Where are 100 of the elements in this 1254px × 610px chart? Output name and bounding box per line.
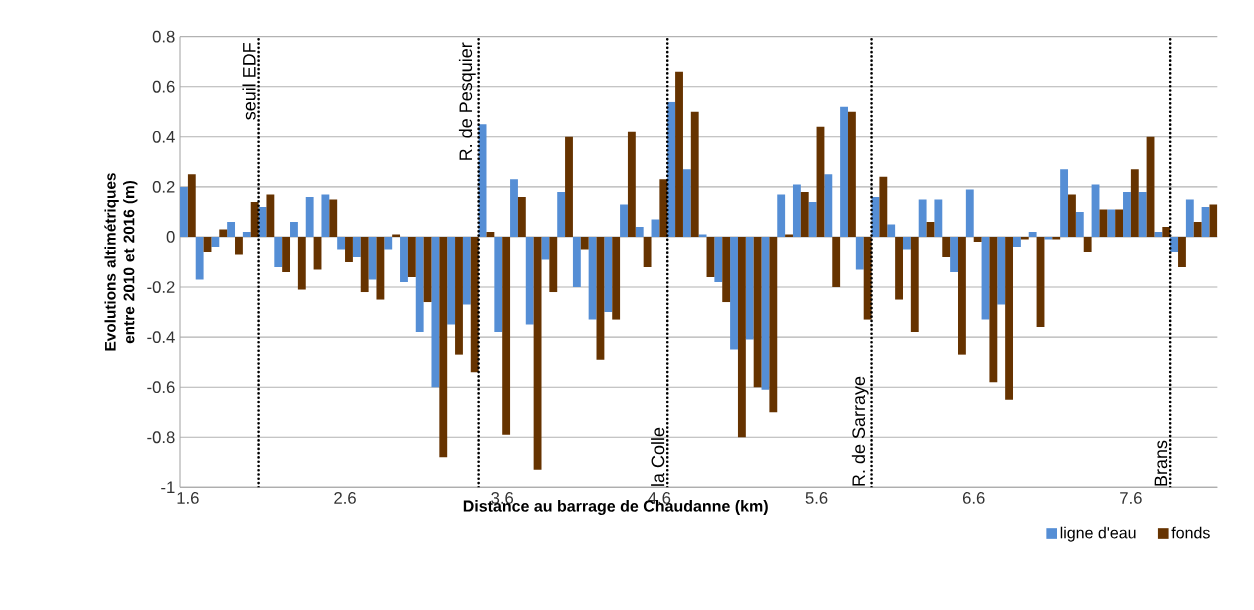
bar (958, 236, 966, 355)
bar (887, 224, 896, 237)
y-tick-label: -1 (161, 481, 175, 494)
bar (675, 71, 683, 237)
bar (745, 236, 754, 340)
bar (297, 236, 306, 290)
bar (533, 236, 542, 470)
bar (1185, 199, 1194, 237)
ref-line-label: R. de Sarraye (851, 376, 869, 486)
bar (997, 236, 1006, 305)
bar (384, 236, 393, 250)
bar (572, 236, 581, 288)
bar (525, 236, 534, 325)
bar (242, 231, 251, 237)
bar (1178, 236, 1186, 267)
bar (612, 236, 621, 320)
bar (1115, 209, 1124, 237)
bar (392, 234, 401, 237)
bar (211, 236, 220, 247)
bar (431, 236, 440, 388)
bar (407, 236, 416, 278)
bar (808, 201, 817, 237)
bar (517, 196, 526, 237)
bar (329, 199, 338, 237)
bar (1091, 184, 1100, 237)
bar (266, 194, 275, 237)
bar (840, 106, 848, 237)
bar (902, 236, 911, 250)
bar (565, 136, 573, 237)
y-tick-label: 0.6 (152, 80, 175, 93)
bar (462, 236, 471, 305)
bar (1107, 209, 1116, 237)
bar (321, 194, 330, 237)
bar (832, 236, 841, 288)
bar (1138, 191, 1147, 237)
bar (918, 199, 927, 237)
bar (1123, 191, 1131, 237)
bar (879, 176, 888, 237)
bar (698, 234, 707, 237)
bar (737, 236, 746, 438)
bar (1068, 194, 1076, 237)
x-tick-label: 5.6 (805, 492, 828, 504)
bar (651, 219, 660, 237)
bar (667, 101, 676, 237)
bar (792, 184, 801, 237)
bar (439, 236, 448, 458)
bar (824, 174, 833, 237)
y-axis-title: Evolutions altimétriques entre 2010 et 2016 (m) (104, 173, 138, 351)
bar (785, 234, 793, 237)
bar (219, 229, 228, 237)
bar (486, 231, 495, 237)
bar (360, 236, 369, 293)
bar (730, 236, 738, 350)
bar (274, 236, 283, 267)
bar (337, 236, 346, 250)
bar (934, 199, 943, 237)
bar (895, 236, 903, 300)
bar (753, 236, 762, 388)
bar (910, 236, 919, 333)
bar (965, 189, 974, 237)
y-tick-label: -0.6 (147, 381, 175, 394)
y-tick-label: 0 (166, 231, 175, 243)
bar (1083, 236, 1092, 252)
bar (580, 236, 589, 250)
bar (510, 179, 518, 237)
bar (345, 236, 353, 262)
bar (455, 236, 463, 355)
bar (282, 236, 291, 272)
bar (1162, 226, 1171, 237)
bar (682, 169, 691, 237)
bar (714, 236, 723, 283)
bar (1154, 231, 1163, 237)
bar (800, 191, 809, 237)
bar (643, 236, 652, 267)
bar (1028, 231, 1037, 237)
bar (690, 111, 699, 237)
bar (950, 236, 958, 272)
bar (494, 236, 503, 333)
bar (847, 111, 856, 237)
bar (557, 191, 566, 237)
bar (769, 236, 778, 413)
bar (722, 236, 731, 303)
bar (1130, 169, 1139, 237)
bar (1013, 236, 1021, 247)
ref-line-label: la Colle (651, 427, 665, 486)
bar (989, 236, 998, 383)
bar (187, 174, 196, 237)
bar (620, 204, 628, 237)
y-tick-label: -0.2 (147, 281, 175, 293)
bar (376, 236, 385, 300)
bar (1060, 169, 1069, 237)
bar (588, 236, 597, 320)
bar (470, 236, 479, 373)
bar (502, 236, 511, 435)
x-tick-label: 7.6 (1120, 492, 1142, 504)
ref-line-label: Brans (1154, 440, 1168, 486)
bar (415, 236, 424, 333)
bar (855, 236, 864, 270)
bar (604, 236, 613, 313)
y-tick-label: 0.2 (152, 180, 175, 193)
